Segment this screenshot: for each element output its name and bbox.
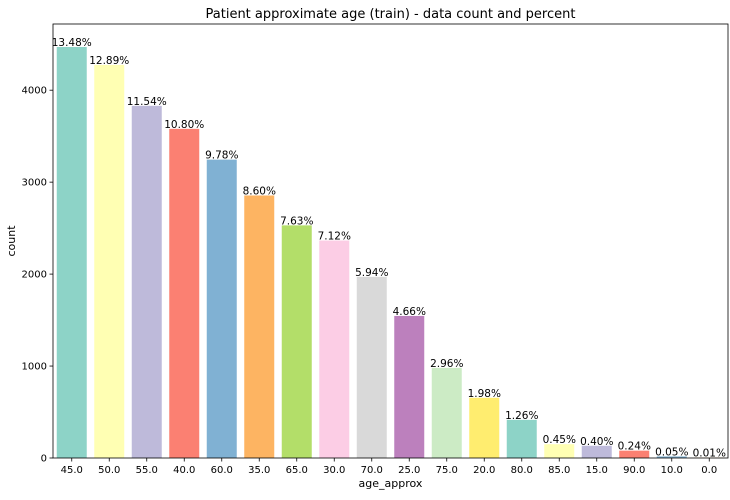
bar-percent-label: 0.24% (618, 441, 651, 453)
bar-percent-label: 0.45% (543, 434, 576, 446)
bar-50.0 (94, 65, 124, 458)
x-tick-label: 25.0 (398, 465, 420, 476)
x-axis-label: age_approx (359, 477, 423, 490)
bar-40.0 (169, 129, 199, 458)
bar-80.0 (507, 420, 537, 458)
bar-percent-label: 9.78% (205, 150, 238, 162)
x-tick-label: 55.0 (136, 465, 158, 476)
y-tick-label: 0 (41, 454, 47, 465)
bar-60.0 (207, 160, 237, 458)
bar-percent-label: 13.48% (52, 37, 92, 49)
bar-25.0 (394, 316, 424, 458)
chart-title: Patient approximate age (train) - data c… (206, 7, 576, 22)
bar-percent-label: 12.89% (89, 55, 129, 67)
x-tick-label: 75.0 (436, 465, 458, 476)
bar-70.0 (357, 277, 387, 458)
x-tick-label: 30.0 (323, 465, 345, 476)
x-tick-label: 80.0 (511, 465, 533, 476)
y-tick-label: 3000 (22, 178, 47, 189)
bar-percent-label: 2.96% (430, 358, 463, 370)
bar-percent-label: 1.26% (505, 410, 538, 422)
x-tick-label: 90.0 (623, 465, 645, 476)
x-tick-label: 20.0 (473, 465, 495, 476)
bar-percent-label: 7.63% (280, 215, 313, 227)
bar-percent-label: 11.54% (127, 96, 167, 108)
x-tick-label: 65.0 (286, 465, 308, 476)
x-tick-label: 35.0 (248, 465, 270, 476)
bar-55.0 (132, 106, 162, 458)
bar-75.0 (432, 368, 462, 458)
bar-35.0 (244, 195, 274, 458)
bar-65.0 (282, 225, 312, 458)
bar-20.0 (469, 398, 499, 458)
bar-percent-label: 0.40% (580, 436, 613, 448)
bars-group (57, 47, 725, 458)
x-tick-label: 0.0 (701, 465, 717, 476)
bar-percent-label: 8.60% (243, 185, 276, 197)
x-tick-label: 45.0 (61, 465, 83, 476)
x-tick-label: 70.0 (361, 465, 383, 476)
y-tick-label: 1000 (22, 362, 47, 373)
x-axis: 45.0 50.0 55.0 40.0 60.0 35.0 65.0 30.0 70.0 25.0… (61, 458, 718, 476)
y-tick-label: 4000 (22, 86, 47, 97)
y-tick-label: 2000 (22, 270, 47, 281)
x-tick-label: 40.0 (173, 465, 195, 476)
y-axis-label: count (5, 225, 18, 257)
x-tick-label: 15.0 (586, 465, 608, 476)
bar-percent-label: 10.80% (164, 119, 204, 131)
x-tick-label: 50.0 (98, 465, 120, 476)
x-tick-label: 10.0 (661, 465, 683, 476)
bar-percent-label: 0.05% (655, 446, 688, 458)
bar-percent-label: 1.98% (468, 388, 501, 400)
bar-45.0 (57, 47, 87, 458)
x-tick-label: 85.0 (548, 465, 570, 476)
bar-percent-label: 4.66% (393, 306, 426, 318)
bar-30.0 (319, 241, 349, 458)
bar-percent-label: 5.94% (355, 267, 388, 279)
bar-85.0 (544, 444, 574, 458)
bar-percent-label: 7.12% (318, 231, 351, 243)
x-tick-label: 60.0 (211, 465, 233, 476)
y-axis: 0 1000 2000 3000 4000 (22, 86, 53, 465)
